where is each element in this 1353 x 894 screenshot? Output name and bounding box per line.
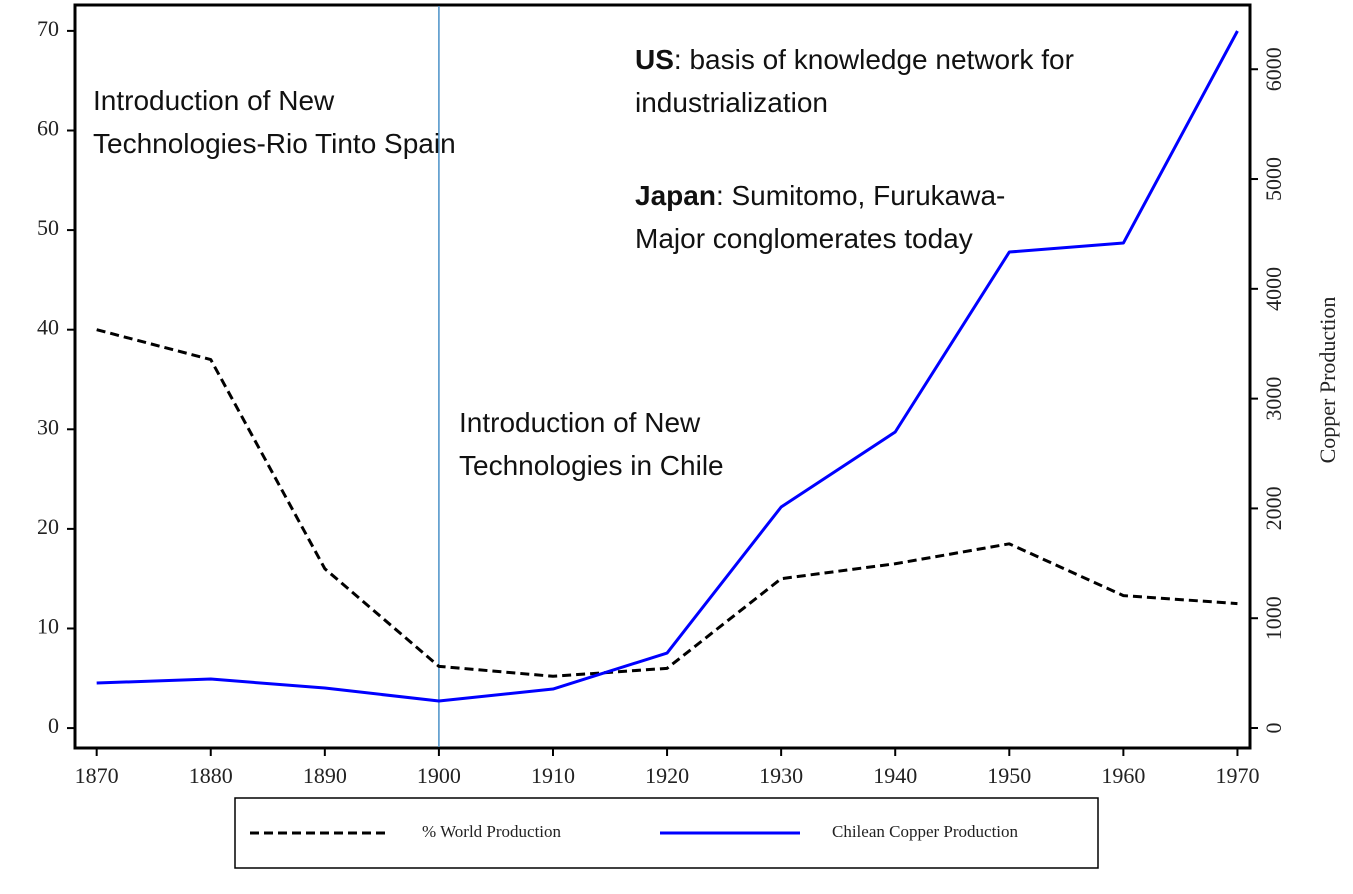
annotation-text: Major conglomerates today (635, 223, 973, 254)
plot-frame (73, 3, 1252, 750)
y-tick-label: 60 (37, 116, 59, 141)
x-tick-label: 1930 (759, 763, 803, 788)
x-tick-label: 1960 (1101, 763, 1145, 788)
annotation: Introduction of New (93, 85, 335, 116)
annotation-text: Introduction of New (459, 407, 701, 438)
y-tick-label: 30 (37, 414, 59, 439)
x-tick-label: 1890 (303, 763, 347, 788)
annotation: Japan: Sumitomo, Furukawa- (635, 180, 1005, 211)
y2-tick-label: 0 (1261, 723, 1286, 734)
y2-tick-label: 3000 (1261, 377, 1286, 421)
annotation-text: Technologies in Chile (459, 450, 724, 481)
annotation: industrialization (635, 87, 828, 118)
annotation: Introduction of New (459, 407, 701, 438)
annotation-text: Introduction of New (93, 85, 335, 116)
annotation-text: industrialization (635, 87, 828, 118)
x-tick-label: 1910 (531, 763, 575, 788)
x-tick-label: 1970 (1215, 763, 1259, 788)
x-tick-label: 1870 (75, 763, 119, 788)
x-tick-label: 1900 (417, 763, 461, 788)
y2-tick-label: 5000 (1261, 157, 1286, 201)
annotation-text: Technologies-Rio Tinto Spain (93, 128, 456, 159)
series-line (96, 30, 1239, 703)
y-tick-label: 40 (37, 315, 59, 340)
x-tick-label: 1880 (189, 763, 233, 788)
annotation-text: : Sumitomo, Furukawa- (716, 180, 1005, 211)
x-tick-label: 1950 (987, 763, 1031, 788)
y2-tick-label: 2000 (1261, 486, 1286, 530)
x-tick-label: 1920 (645, 763, 689, 788)
legend-label: % World Production (422, 822, 562, 841)
y-tick-label: 10 (37, 614, 59, 639)
legend-box (234, 797, 1099, 869)
annotation: Major conglomerates today (635, 223, 973, 254)
annotation: Technologies-Rio Tinto Spain (93, 128, 456, 159)
annotation: US: basis of knowledge network for (635, 44, 1074, 75)
y2-tick-label: 4000 (1261, 267, 1286, 311)
annotation-text: : basis of knowledge network for (674, 44, 1074, 75)
annotation-label: Japan (635, 180, 716, 211)
y-tick-label: 50 (37, 215, 59, 240)
x-tick-label: 1940 (873, 763, 917, 788)
y2-axis-label: Copper Production (1315, 297, 1340, 464)
y2-tick-label: 1000 (1261, 596, 1286, 640)
y-tick-label: 20 (37, 514, 59, 539)
annotation: Technologies in Chile (459, 450, 724, 481)
legend-label: Chilean Copper Production (832, 822, 1019, 841)
y-tick-label: 0 (48, 713, 59, 738)
y2-tick-label: 6000 (1261, 47, 1286, 91)
series-line (96, 328, 1238, 678)
y-tick-label: 70 (37, 16, 59, 41)
annotation-label: US (635, 44, 674, 75)
